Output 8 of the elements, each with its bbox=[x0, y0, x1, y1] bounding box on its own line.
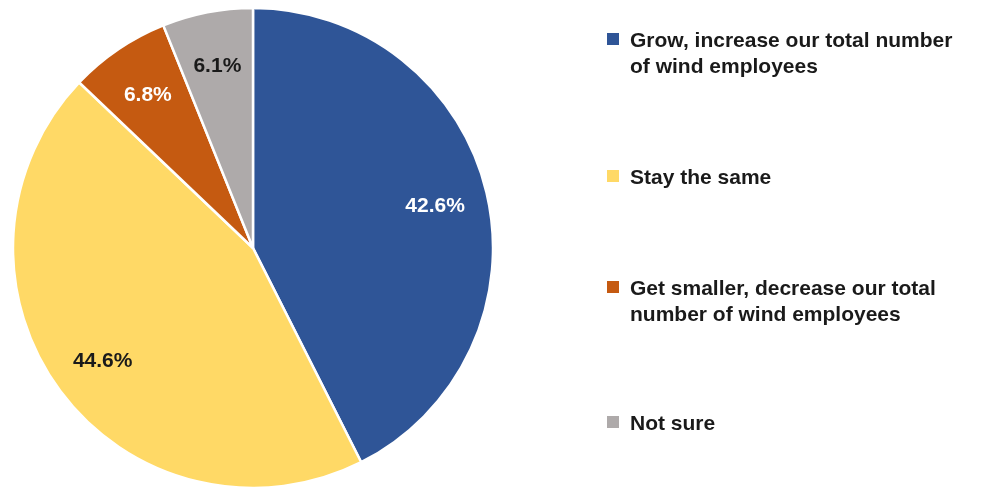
legend-label: Get smaller, decrease our total number of wind employees bbox=[630, 275, 936, 325]
data-label: 44.6% bbox=[72, 348, 133, 372]
data-label: 42.6% bbox=[405, 193, 466, 217]
data-label: 6.8% bbox=[123, 81, 173, 105]
legend-label: Not sure bbox=[630, 410, 716, 434]
legend-label: Grow, increase our total number of wind employees bbox=[630, 27, 953, 77]
legend-label: Stay the same bbox=[630, 164, 772, 188]
data-label: 6.1% bbox=[193, 52, 242, 76]
